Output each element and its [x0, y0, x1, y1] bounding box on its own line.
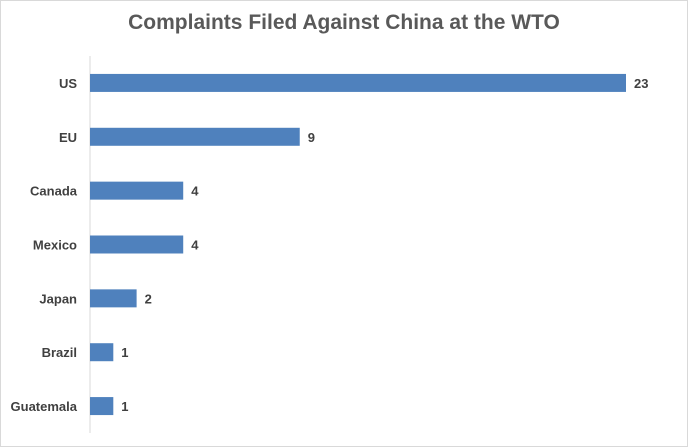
- bar-eu: [90, 127, 300, 146]
- data-label-guatemala: 1: [121, 399, 128, 414]
- bar-japan: [90, 289, 137, 308]
- data-label-us: 23: [634, 76, 648, 91]
- bar-guatemala: [90, 397, 114, 416]
- data-label-eu: 9: [308, 130, 315, 145]
- category-label-eu: EU: [59, 130, 77, 145]
- category-label-japan: Japan: [39, 291, 77, 306]
- category-label-brazil: Brazil: [42, 345, 77, 360]
- bars-group: US 23 EU 9 Canada 4 Mexico 4 Japan 2 Brazil 1 Guatem…: [11, 73, 648, 416]
- category-label-guatemala: Guatemala: [11, 399, 78, 414]
- bar-mexico: [90, 235, 184, 254]
- data-label-brazil: 1: [121, 345, 128, 360]
- chart-title: Complaints Filed Against China at the WT…: [128, 11, 560, 34]
- data-label-canada: 4: [191, 184, 199, 199]
- bar-canada: [90, 181, 184, 200]
- category-label-us: US: [59, 76, 77, 91]
- category-label-mexico: Mexico: [33, 238, 77, 253]
- data-label-japan: 2: [145, 291, 152, 306]
- bar-us: [90, 73, 626, 92]
- category-label-canada: Canada: [30, 184, 78, 199]
- bar-brazil: [90, 343, 114, 362]
- data-label-mexico: 4: [191, 238, 199, 253]
